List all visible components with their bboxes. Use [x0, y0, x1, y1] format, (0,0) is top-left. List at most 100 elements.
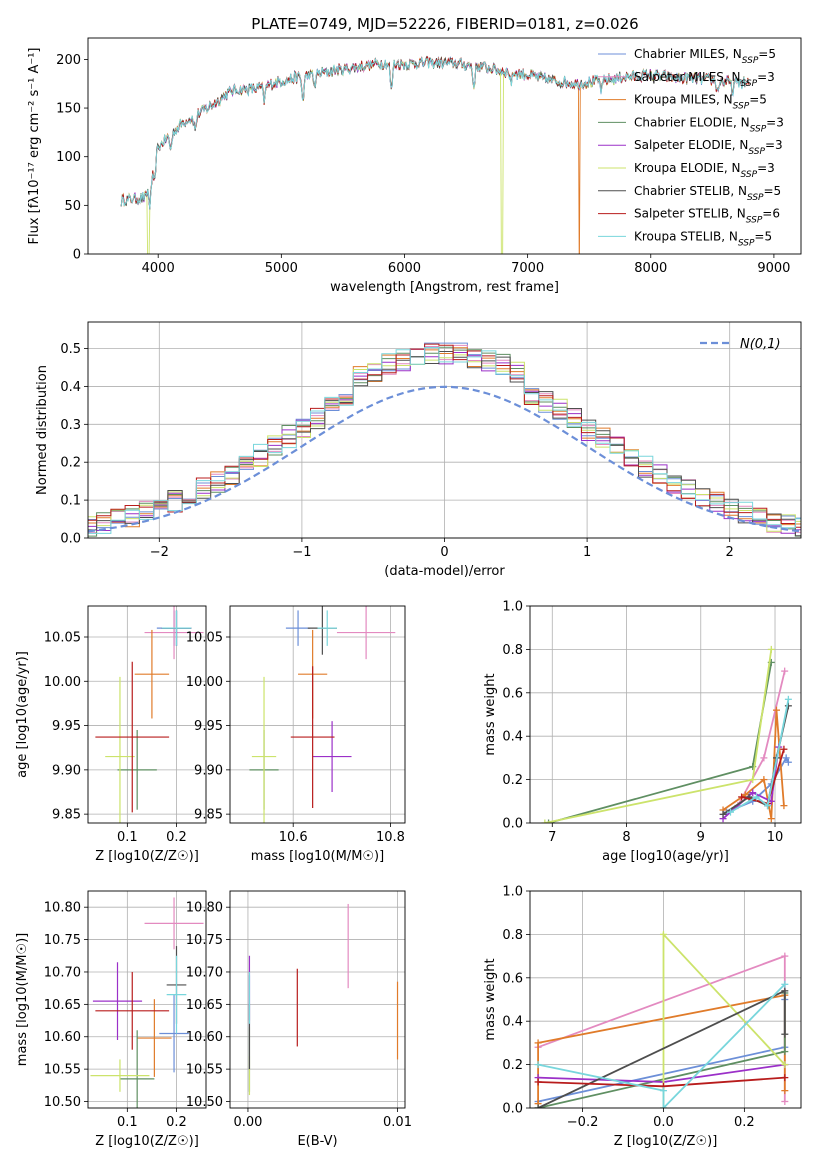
- y-tick-label: 10.05: [186, 631, 223, 646]
- y-axis-label: mass [log10(M/M☉)]: [15, 933, 30, 1066]
- x-tick-label: 4000: [142, 261, 175, 276]
- y-tick-label: 10.60: [186, 1030, 223, 1045]
- y-axis-label: mass weight: [483, 673, 498, 755]
- y-tick-label: 10.05: [44, 631, 81, 646]
- y-tick-label: 0.4: [502, 730, 523, 745]
- chart-mass-vs-Z: 0.1 0.2 10.50 10.55 10.60 10.65 10.70 10.75 10.8…: [15, 890, 207, 1149]
- axes-frame: [87, 890, 207, 1109]
- y-tick-label: 0.1: [60, 494, 81, 509]
- legend-label: Chabrier MILES, NSSP=5: [634, 47, 776, 66]
- y-tick-label: 0.0: [502, 817, 523, 832]
- x-tick-label: 7000: [511, 261, 544, 276]
- y-tick-label: 9.95: [52, 719, 81, 734]
- x-tick-label: 0.1: [117, 830, 138, 845]
- plot-area-mass-vs-Z: [90, 897, 204, 1108]
- plot-area-weight-vs-Z: [534, 930, 789, 1108]
- y-tick-label: 9.95: [194, 719, 223, 734]
- y-tick-label: 0.6: [502, 686, 523, 701]
- x-tick-label: 1: [583, 545, 591, 560]
- legend-label: N(0,1): [740, 337, 781, 352]
- x-tick-label: 5000: [265, 261, 298, 276]
- x-tick-label: 0.0: [653, 1115, 674, 1130]
- legend-label: Kroupa ELODIE, NSSP=3: [634, 161, 775, 180]
- histogram-series: [88, 344, 801, 534]
- axes-frame: [87, 321, 802, 539]
- axes-frame: [229, 605, 406, 824]
- x-tick-label: 0.2: [166, 1115, 187, 1130]
- y-tick-label: 1.0: [502, 600, 523, 615]
- x-axis-label: age [log10(age/yr)]: [602, 849, 729, 864]
- weight-line: [537, 983, 786, 1108]
- y-tick-label: 0.4: [502, 1015, 523, 1030]
- y-tick-label: 9.90: [194, 763, 223, 778]
- y-tick-label: 10.65: [44, 998, 81, 1013]
- y-tick-label: 0.5: [60, 342, 81, 357]
- x-tick-label: 9000: [757, 261, 790, 276]
- x-tick-label: 0.2: [166, 830, 187, 845]
- y-tick-label: 10.00: [186, 675, 223, 690]
- legend: N(0,1): [700, 337, 781, 352]
- chart-residuals: −2 −1 0 1 2 0.0 0.1 0.2 0.3 0.4 0.5 (data-model)/er…: [35, 321, 802, 579]
- y-tick-label: 50: [64, 199, 81, 214]
- legend-label: Chabrier ELODIE, NSSP=3: [634, 115, 784, 134]
- normal-curve: [88, 385, 801, 533]
- y-tick-label: 200: [56, 53, 81, 68]
- y-tick-label: 1.0: [502, 885, 523, 900]
- y-tick-label: 0.6: [502, 971, 523, 986]
- y-axis-label: age [log10(age/yr)]: [15, 651, 30, 778]
- histogram-series: [88, 343, 801, 528]
- y-tick-label: 0.8: [502, 643, 523, 658]
- x-axis-label: Z [log10(Z/Z☉)]: [95, 849, 199, 864]
- legend-label: Chabrier STELIB, NSSP=5: [634, 184, 781, 203]
- weight-line: [737, 670, 786, 807]
- y-tick-label: 0.8: [502, 928, 523, 943]
- y-tick-label: 10.50: [44, 1095, 81, 1110]
- y-tick-label: 10.50: [186, 1095, 223, 1110]
- legend-label: Kroupa MILES, NSSP=5: [634, 93, 767, 112]
- y-tick-label: 0.2: [502, 1058, 523, 1073]
- y-tick-label: 9.90: [52, 763, 81, 778]
- x-tick-label: 2: [726, 545, 734, 560]
- x-tick-label: 8: [622, 830, 630, 845]
- y-tick-label: 10.55: [44, 1063, 81, 1078]
- histogram-series: [88, 348, 801, 534]
- histogram-series: [88, 351, 801, 537]
- legend: Chabrier MILES, NSSP=5 Salpeter MILES, NS…: [598, 47, 784, 248]
- y-axis-label: Normed distribution: [35, 365, 50, 495]
- histogram-series: [88, 347, 801, 534]
- y-tick-label: 10.70: [44, 965, 81, 980]
- x-tick-label: 7: [548, 830, 556, 845]
- y-tick-label: 10.00: [44, 675, 81, 690]
- plot-area-weight-vs-age: [541, 645, 792, 823]
- legend-label: Salpeter MILES, NSSP=3: [634, 70, 775, 89]
- plot-area-age-vs-mass: [249, 606, 396, 823]
- x-axis-label: (data-model)/error: [384, 564, 505, 579]
- spectrum-line: [120, 57, 750, 210]
- y-tick-label: 0.2: [60, 456, 81, 471]
- y-tick-label: 9.85: [52, 808, 81, 823]
- y-tick-label: 10.65: [186, 998, 223, 1013]
- y-tick-label: 9.85: [194, 808, 223, 823]
- plot-area-age-vs-Z: [95, 606, 204, 823]
- x-axis-label: Z [log10(Z/Z☉)]: [95, 1134, 199, 1149]
- y-tick-label: 0.0: [60, 532, 81, 547]
- y-tick-label: 0.2: [502, 773, 523, 788]
- x-tick-label: 9: [697, 830, 705, 845]
- y-tick-label: 0: [73, 248, 81, 263]
- y-tick-label: 10.60: [44, 1030, 81, 1045]
- figure-title: PLATE=0749, MJD=52226, FIBERID=0181, z=0…: [251, 15, 638, 33]
- y-tick-label: 0.3: [60, 418, 81, 433]
- chart-age-vs-mass: 10.6 10.8 9.85 9.90 9.95 10.00 10.05 mass [log1…: [186, 605, 406, 864]
- x-tick-label: 0.01: [383, 1115, 412, 1130]
- chart-weight-vs-Z: −0.2 0.0 0.2 0.0 0.2 0.4 0.6 0.8 1.0 Z [log10(Z/Z…: [483, 885, 802, 1149]
- x-tick-label: 0: [440, 545, 448, 560]
- axes-frame: [529, 890, 802, 1109]
- x-tick-label: 8000: [634, 261, 667, 276]
- weight-line: [722, 746, 780, 820]
- histogram-series: [88, 346, 801, 537]
- legend-label: Salpeter ELODIE, NSSP=3: [634, 138, 783, 157]
- x-tick-label: −2: [150, 545, 169, 560]
- x-axis-label: Z [log10(Z/Z☉)]: [614, 1134, 718, 1149]
- y-tick-label: 150: [56, 102, 81, 117]
- weight-line: [730, 699, 790, 813]
